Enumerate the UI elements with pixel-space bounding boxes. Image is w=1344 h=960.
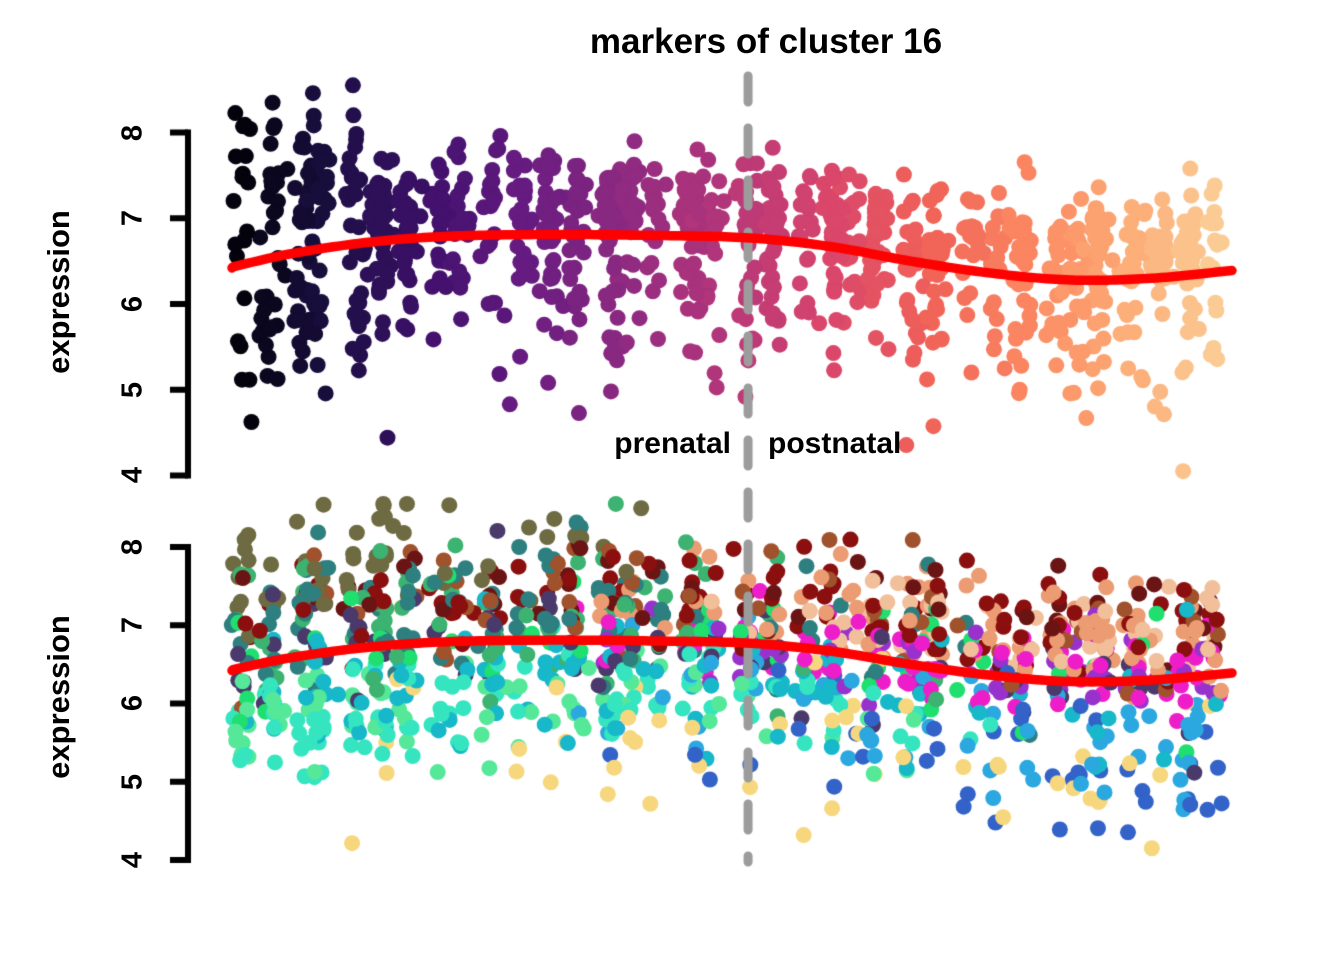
ytick-label-top-8: 8 bbox=[116, 124, 149, 142]
ytick-label-bottom-6: 6 bbox=[116, 694, 149, 712]
ytick-label-bottom-5: 5 bbox=[116, 773, 149, 791]
ytick-label-top-5: 5 bbox=[116, 381, 149, 399]
y-axis-label-top: expression bbox=[41, 210, 76, 374]
ytick-label-bottom-8: 8 bbox=[116, 538, 149, 556]
chart-title: markers of cluster 16 bbox=[589, 22, 943, 61]
ytick-label-bottom-7: 7 bbox=[116, 616, 149, 634]
ytick-label-top-4: 4 bbox=[116, 466, 149, 484]
ytick-label-bottom-4: 4 bbox=[116, 851, 149, 869]
y-axis-label-bottom: expression bbox=[41, 615, 76, 779]
prenatal-label: prenatal bbox=[614, 427, 731, 460]
postnatal-label: postnatal bbox=[768, 427, 902, 460]
ytick-label-top-7: 7 bbox=[116, 209, 149, 227]
ytick-label-top-6: 6 bbox=[116, 295, 149, 313]
